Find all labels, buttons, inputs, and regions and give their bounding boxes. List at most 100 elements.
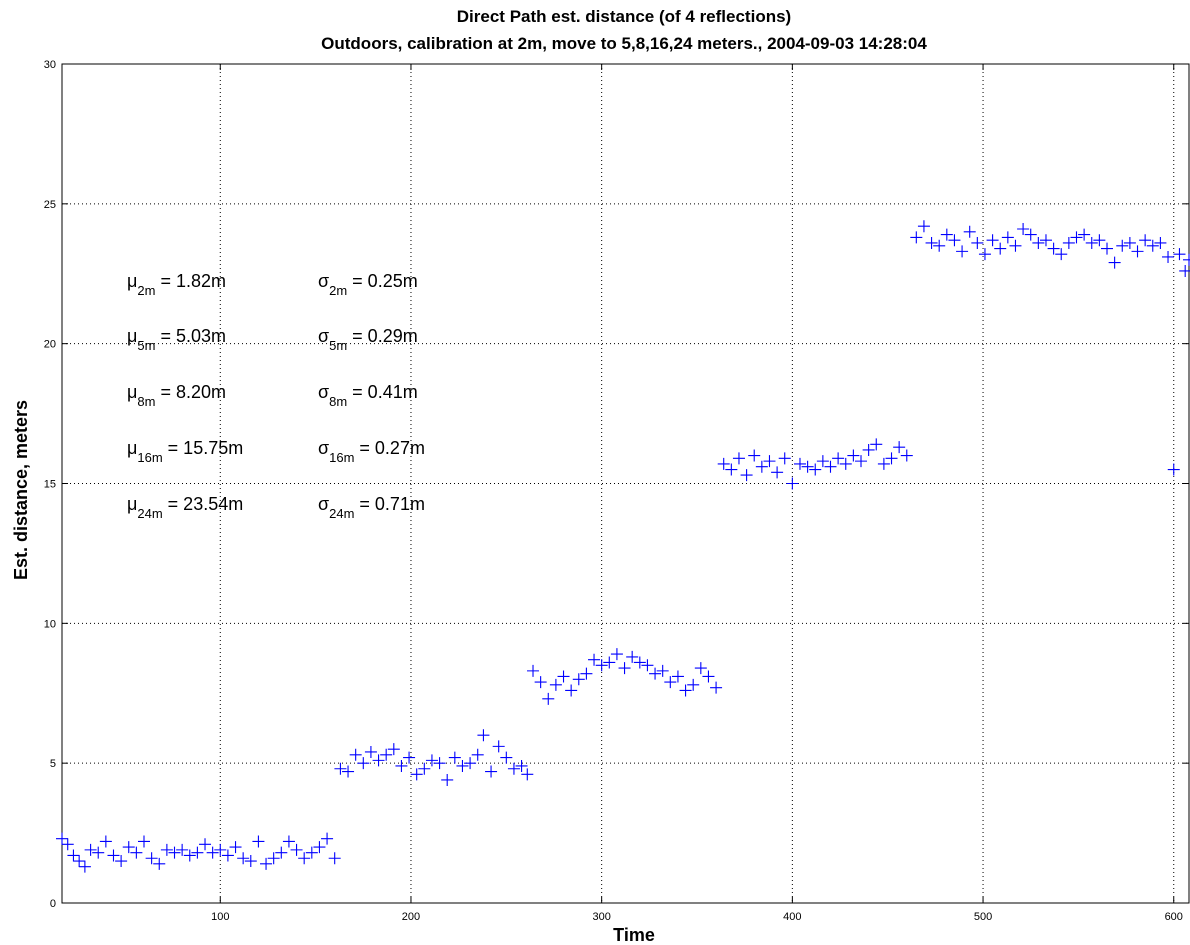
data-point [56,832,68,845]
y-tick-label: 5 [50,758,56,770]
stat-annotation: μ2m = 1.82m [127,271,226,298]
data-point [1085,236,1098,249]
x-tick-label: 300 [592,911,610,923]
data-point [130,846,143,859]
data-point [824,460,837,473]
data-point [425,754,438,767]
data-point [244,855,257,868]
data-point [176,843,189,856]
data-point [649,667,662,680]
data-point [1101,242,1113,255]
data-point [410,768,423,781]
data-point [839,457,852,470]
data-point [877,457,890,470]
data-point [1173,248,1186,261]
data-point [191,846,204,859]
data-point [778,452,791,465]
data-point [626,650,639,663]
stat-value: = 8.20m [155,382,226,402]
stat-subscript: 24m [329,506,354,521]
data-point [357,757,370,770]
data-point [456,759,469,772]
data-point [832,452,845,465]
data-point [471,748,484,761]
y-tick-label: 15 [44,479,56,491]
data-point [956,245,969,258]
data-point [1093,234,1106,247]
data-point [755,460,768,473]
data-point [395,759,408,772]
data-point [160,843,173,856]
data-point [206,846,219,859]
data-point [671,670,684,683]
data-point [618,662,631,675]
data-point [847,449,860,462]
data-point [403,751,416,764]
data-point [61,838,74,851]
data-point [717,457,730,470]
x-tick-label: 200 [402,911,420,923]
data-point [572,673,585,686]
stat-subscript: 8m [329,394,347,409]
data-point [963,225,976,238]
stat-value: = 0.29m [347,326,418,346]
data-point [137,835,150,848]
data-point [656,664,669,677]
x-tick-label: 600 [1165,911,1183,923]
data-point [107,849,120,862]
stat-symbol: μ [127,326,137,346]
data-point [1032,236,1045,249]
data-point [994,242,1007,255]
data-point [1123,236,1136,249]
x-axis-label: Time [613,925,655,945]
data-point [557,670,570,683]
data-point [275,846,288,859]
data-point [679,684,692,697]
data-point [971,236,984,249]
data-point [1131,245,1144,258]
data-point [809,463,822,476]
data-point [229,841,242,854]
data-point [933,239,946,252]
data-point [1116,239,1129,252]
data-point [1017,223,1030,236]
data-point [527,664,540,677]
data-point [1047,242,1060,255]
data-point [542,692,555,705]
data-point [986,234,999,247]
stat-value: = 15.75m [163,438,244,458]
stat-subscript: 5m [137,338,155,353]
stat-symbol: σ [318,382,329,402]
data-point [260,857,273,870]
data-point [893,441,906,454]
data-point [372,754,385,767]
stat-annotation: μ8m = 8.20m [127,382,226,409]
y-tick-label: 10 [44,618,56,630]
stat-annotation: μ16m = 15.75m [127,438,243,465]
data-point [267,852,280,865]
data-point [282,835,295,848]
stat-subscript: 16m [137,450,162,465]
data-point [925,236,938,249]
data-point [862,443,875,456]
data-point [313,841,326,854]
stat-symbol: μ [127,382,137,402]
y-axis-label: Est. distance, meters [11,400,31,580]
data-point [1154,236,1167,249]
plot-frame [61,63,1190,904]
data-point [855,455,868,468]
stat-annotation: μ24m = 23.54m [127,494,243,521]
data-point [221,849,234,862]
data-point [1001,231,1014,244]
data-point [290,843,303,856]
data-point [1183,253,1190,266]
data-point [725,463,738,476]
data-point [1009,239,1022,252]
stat-subscript: 2m [137,283,155,298]
stat-symbol: σ [318,438,329,458]
data-point [793,457,806,470]
x-tick-label: 100 [211,911,229,923]
data-point [732,452,745,465]
stat-annotation: σ5m = 0.29m [318,326,418,353]
